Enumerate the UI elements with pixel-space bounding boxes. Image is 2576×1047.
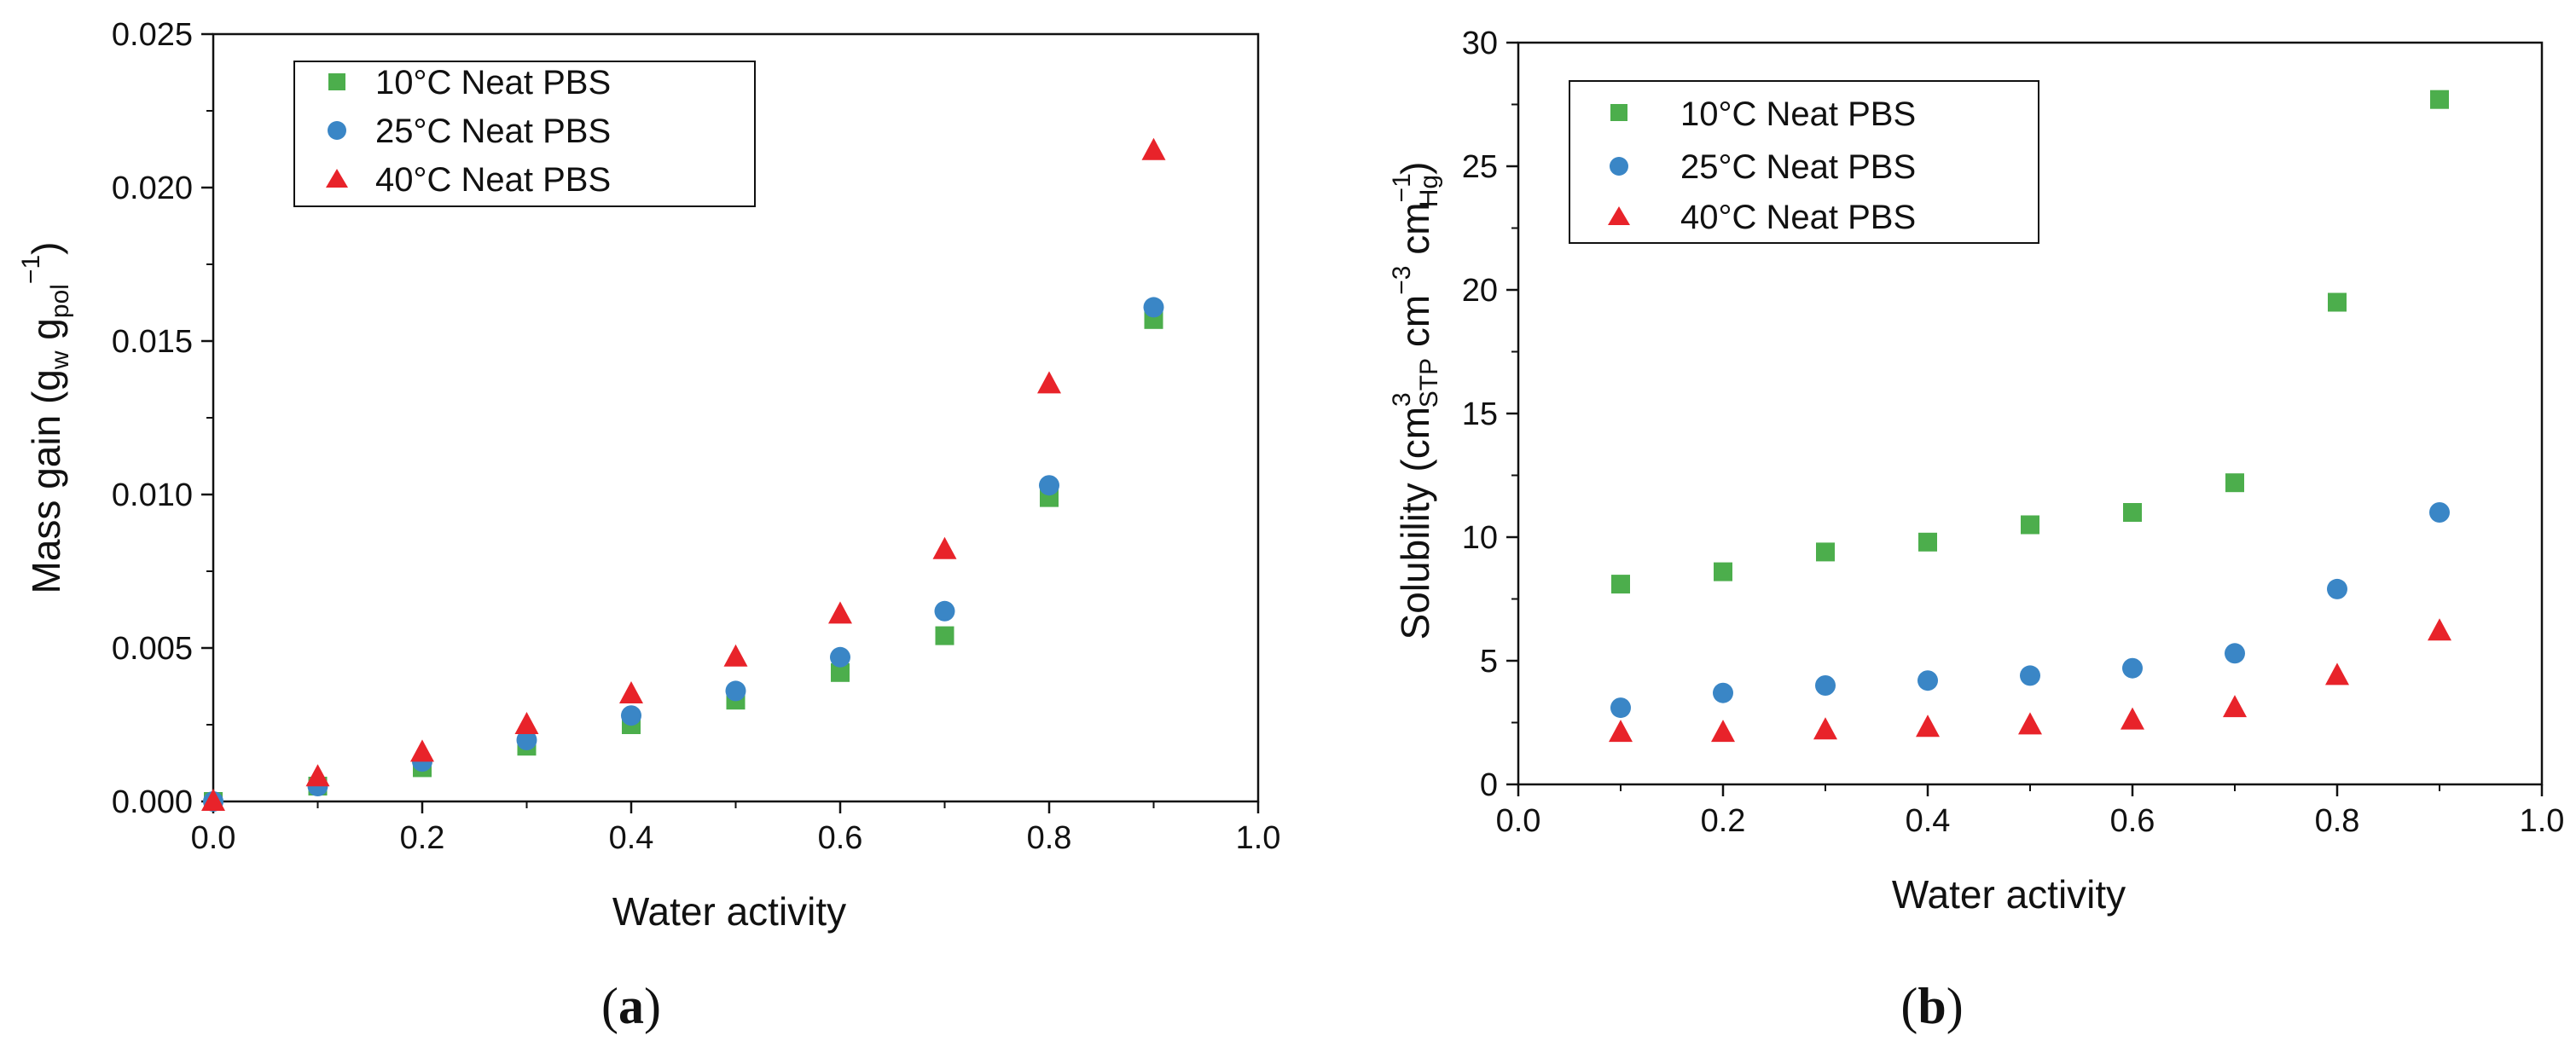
chart-b-point-40c — [1711, 720, 1735, 743]
chart-b-xlabel: Water activity — [1892, 872, 2126, 917]
chart-b-point-40c — [1916, 714, 1940, 738]
chart-a-point-40c — [410, 739, 434, 762]
chart-a-ytick-label: 0.020 — [112, 171, 193, 206]
chart-b-xtick-label: 0.0 — [1496, 803, 1541, 839]
chart-b-point-10c — [1714, 562, 1732, 581]
chart-b-legend-marker-40c — [1608, 206, 1630, 225]
chart-a-xtick-label: 0.8 — [1027, 820, 1072, 856]
chart-b-point-40c — [1813, 717, 1837, 740]
chart-b: 0.0 0.2 0.4 0.6 0.8 1.0 0 5 10 15 20 25 30 Solubilit… — [1388, 26, 2564, 1034]
chart-b-point-25c — [2225, 643, 2245, 664]
chart-b-ytick-label: 20 — [1462, 273, 1498, 309]
chart-a-point-25c — [830, 646, 850, 668]
chart-b-point-10c — [1816, 542, 1835, 562]
chart-b-plot: 0.0 0.2 0.4 0.6 0.8 1.0 0 5 10 15 20 25 30 — [1462, 26, 2565, 839]
chart-a-point-40c — [932, 536, 957, 559]
chart-b-xtick-label: 1.0 — [2520, 803, 2565, 839]
chart-a-point-25c — [1143, 297, 1164, 318]
chart-b-xtick-label: 0.8 — [2315, 803, 2360, 839]
chart-b-point-25c — [1815, 675, 1836, 696]
chart-a-legend-label-10c: 10°C Neat PBS — [375, 64, 611, 101]
chart-a-point-40c — [619, 681, 643, 703]
chart-b-ytick-label: 25 — [1462, 149, 1498, 185]
chart-b-point-10c — [2021, 515, 2039, 535]
chart-b-point-25c — [2122, 657, 2143, 679]
chart-b-legend-label-40c: 40°C Neat PBS — [1680, 199, 1916, 236]
chart-a-xtick-label: 0.2 — [400, 820, 445, 856]
chart-b-point-40c — [2428, 618, 2451, 641]
chart-b-point-10c — [2123, 503, 2142, 522]
chart-b-point-10c — [2225, 473, 2244, 493]
chart-a-point-10c — [935, 626, 954, 645]
chart-a-xtick-label: 0.0 — [191, 820, 236, 856]
chart-a-xlabel: Water activity — [612, 889, 846, 934]
chart-b-point-10c — [2430, 90, 2449, 109]
chart-a-legend-label-40c: 40°C Neat PBS — [375, 161, 611, 199]
chart-a-legend-label-25c: 25°C Neat PBS — [375, 113, 611, 150]
chart-a-ylabel: Mass gain (gw gpol−1) — [17, 242, 74, 594]
chart-a-xtick-label: 0.6 — [818, 820, 863, 856]
chart-a-point-40c — [514, 712, 539, 734]
chart-b-legend-marker-25c — [1610, 157, 1628, 176]
chart-a-point-40c — [1141, 137, 1166, 160]
chart-a-legend-marker-40c — [326, 169, 348, 188]
chart-b-point-25c — [1713, 682, 1733, 703]
chart-b-point-40c — [2223, 695, 2247, 718]
chart-a-point-25c — [934, 600, 955, 622]
chart-b-point-25c — [2020, 665, 2040, 686]
chart-a-ytick-label: 0.005 — [112, 631, 193, 667]
chart-a-legend-marker-25c — [328, 121, 346, 140]
chart-b-ytick-label: 5 — [1480, 644, 1498, 680]
chart-a-point-25c — [725, 680, 746, 702]
chart-a-point-10c — [831, 662, 850, 682]
chart-a: 0.0 0.2 0.4 0.6 0.8 1.0 0.000 0.005 0.010 0.015 0.… — [17, 17, 1280, 1034]
chart-a-legend-box — [293, 61, 756, 207]
chart-b-point-25c — [2429, 502, 2450, 523]
chart-b-legend-box — [1569, 80, 2039, 244]
chart-b-point-40c — [2121, 707, 2144, 730]
chart-b-ytick-label: 10 — [1462, 520, 1498, 556]
chart-a-ytick-label: 0.015 — [112, 324, 193, 360]
chart-a-plot: 0.0 0.2 0.4 0.6 0.8 1.0 0.000 0.005 0.010 0.015 0.… — [112, 17, 1281, 856]
chart-b-point-40c — [1609, 720, 1633, 743]
chart-b-xtick-label: 0.4 — [1906, 803, 1951, 839]
chart-a-legend-marker-10c — [328, 73, 345, 90]
chart-a-ytick-label: 0.025 — [112, 17, 193, 53]
chart-b-xtick-label: 0.6 — [2110, 803, 2155, 839]
chart-a-xtick-label: 1.0 — [1236, 820, 1281, 856]
chart-b-caption: (b) — [1900, 978, 1963, 1034]
chart-b-ytick-label: 0 — [1480, 767, 1498, 803]
chart-a-point-40c — [723, 644, 748, 667]
chart-b-point-25c — [1610, 697, 1631, 719]
chart-a-point-40c — [201, 789, 225, 811]
chart-b-legend: 10°C Neat PBS 25°C Neat PBS 40°C Neat PB… — [1569, 80, 2039, 244]
chart-b-point-40c — [2325, 662, 2349, 685]
chart-a-xtick-label: 0.4 — [609, 820, 654, 856]
chart-b-legend-marker-10c — [1610, 104, 1627, 121]
chart-b-point-10c — [1611, 575, 1630, 594]
chart-a-caption: (a) — [601, 978, 661, 1034]
chart-a-point-40c — [828, 601, 852, 624]
chart-b-point-25c — [2327, 578, 2347, 599]
chart-a-point-25c — [1039, 475, 1059, 496]
chart-b-legend-label-10c: 10°C Neat PBS — [1680, 95, 1916, 133]
chart-a-point-40c — [1037, 371, 1061, 394]
chart-b-point-25c — [1917, 670, 1938, 691]
chart-b-legend-label-25c: 25°C Neat PBS — [1680, 148, 1916, 186]
chart-a-ytick-label: 0.010 — [112, 477, 193, 513]
chart-b-ytick-label: 15 — [1462, 396, 1498, 432]
chart-b-point-10c — [1918, 532, 1937, 552]
chart-a-ytick-label: 0.000 — [112, 784, 193, 820]
chart-b-point-40c — [2018, 712, 2042, 735]
chart-b-ylabel: Solubility (cm3STP cm−3 cm−1Hg) — [1388, 162, 1443, 640]
chart-b-ytick-label: 30 — [1462, 26, 1498, 61]
chart-b-point-10c — [2328, 292, 2347, 312]
chart-a-point-25c — [516, 730, 537, 750]
chart-a-legend: 10°C Neat PBS 25°C Neat PBS 40°C Neat PB… — [293, 61, 756, 207]
chart-a-point-25c — [621, 705, 641, 726]
chart-b-xtick-label: 0.2 — [1701, 803, 1746, 839]
chart-a-point-40c — [305, 764, 330, 787]
